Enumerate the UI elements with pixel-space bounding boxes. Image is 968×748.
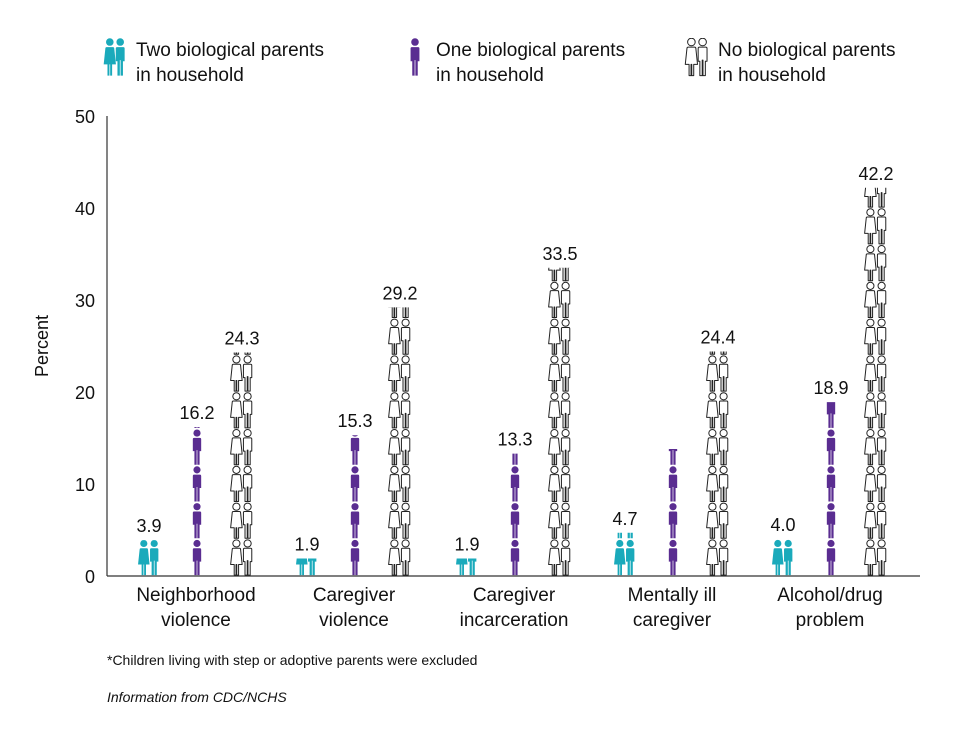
data-label: 16.2 [179,403,214,423]
bar-1-4 [614,532,635,576]
data-label: 13.3 [497,430,532,450]
legend-label-line1: One biological parents [436,40,626,61]
bar-1-3 [456,558,477,576]
legend: Two biological parents in household One … [0,38,968,90]
bar-1-5 [772,539,793,576]
data-label: 1.9 [294,535,319,555]
y-tick-label: 40 [75,199,95,219]
data-label: 3.9 [136,516,161,536]
legend-icon-shape [103,38,125,76]
legend-label-line2: in household [436,65,544,86]
legend-icon-shape [410,38,420,76]
data-label: 24.3 [224,328,259,348]
y-axis-label: Percent [32,315,52,377]
data-label: 29.2 [382,283,417,303]
bar-3-5 [864,187,887,576]
category-label: incarceration [460,610,569,631]
category-label: Caregiver [473,585,556,606]
data-label: 33.5 [542,244,577,264]
bar-2-4 [668,449,678,576]
bar-1-1 [138,540,159,576]
data-label: 4.0 [770,515,795,535]
category-label: Alcohol/drug [777,585,883,606]
y-tick-label: 50 [75,107,95,127]
legend-label-line2: in household [718,65,826,86]
bar-3-4 [706,351,729,576]
category-label: Neighborhood [136,585,255,606]
couple-solid-icon [103,38,125,76]
bar-2-1 [192,426,202,576]
bar-3-3 [548,267,571,576]
legend-label-line1: Two biological parents [136,40,324,61]
couple-outline-icon [684,38,708,77]
bar-2-3 [510,453,520,576]
data-label: 4.7 [612,509,637,529]
single-person-icon [410,38,420,76]
data-label: 18.9 [813,378,848,398]
y-tick-label: 0 [85,567,95,587]
legend-icon-shape [684,38,708,77]
source-note: Information from CDC/NCHS [107,689,287,705]
y-tick-label: 30 [75,291,95,311]
legend-label: Two biological parents in household [136,38,324,88]
bar-1-2 [296,558,317,576]
category-label: Caregiver [313,585,396,606]
bar-2-2 [350,435,360,576]
category-label: problem [796,610,865,631]
bar-3-1 [230,352,253,576]
category-label: caregiver [633,610,712,631]
bar-3-2 [388,307,411,576]
legend-label-line1: No biological parents [718,40,896,61]
category-label: Mentally ill [628,585,717,606]
data-label: 42.2 [858,164,893,184]
category-label: violence [161,610,231,631]
y-tick-label: 20 [75,383,95,403]
legend-label: One biological parents in household [436,38,625,88]
data-label: 15.3 [337,411,372,431]
bar-2-5 [826,402,836,576]
y-tick-label: 10 [75,475,95,495]
category-label: violence [319,610,389,631]
footnote: *Children living with step or adoptive p… [107,652,478,668]
legend-label-line2: in household [136,65,244,86]
legend-label: No biological parents in household [718,38,895,88]
data-label: 24.4 [700,328,735,348]
data-label: 1.9 [454,535,479,555]
